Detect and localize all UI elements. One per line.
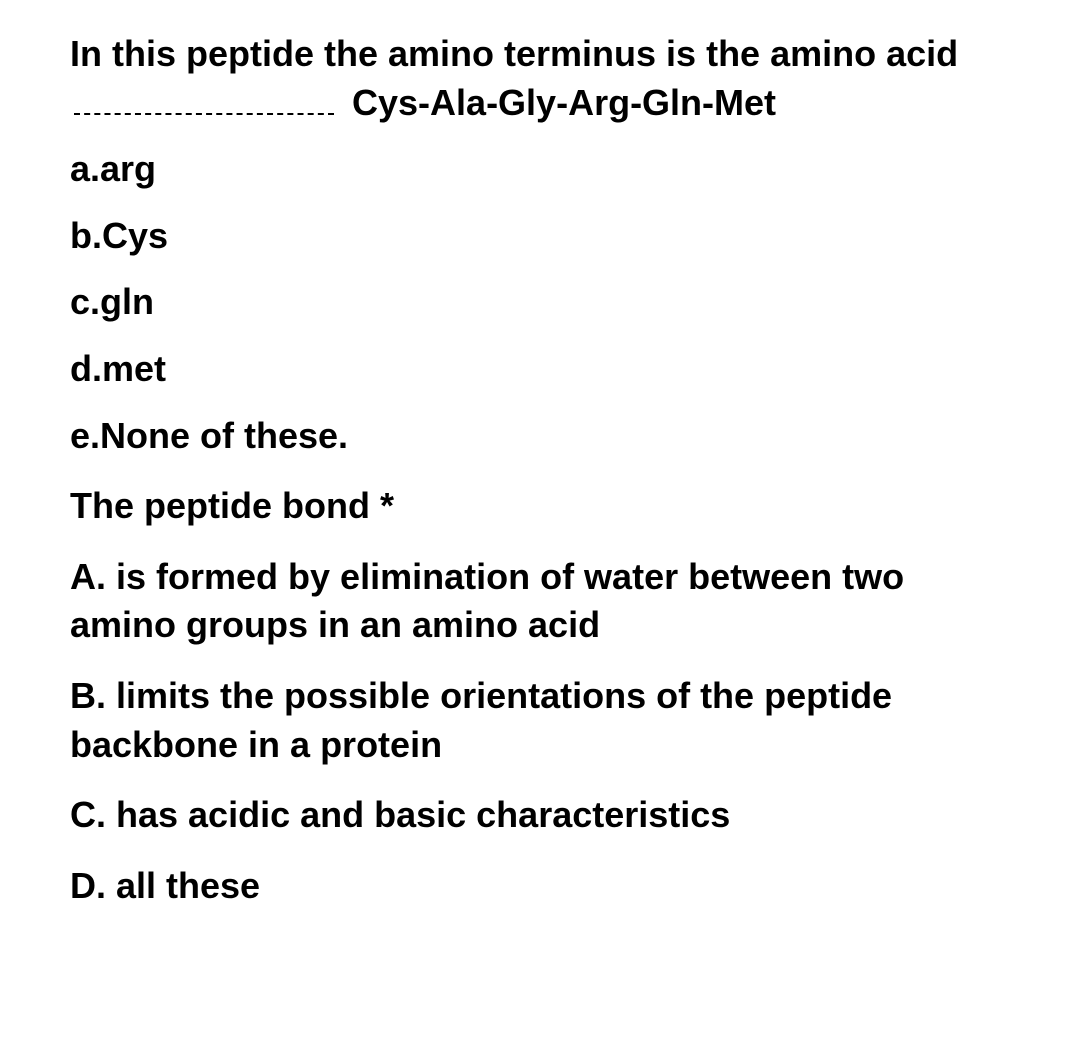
q1-option-e[interactable]: e.None of these.: [70, 412, 1010, 461]
q1-option-d[interactable]: d.met: [70, 345, 1010, 394]
q2-option-c[interactable]: C. has acidic and basic characteristics: [70, 791, 1010, 840]
q1-blank: [74, 87, 334, 114]
q2-option-d[interactable]: D. all these: [70, 862, 1010, 911]
q2-option-a[interactable]: A. is formed by elimination of water bet…: [70, 553, 1010, 650]
q1-stem: In this peptide the amino terminus is th…: [70, 30, 1010, 127]
q1-option-b[interactable]: b.Cys: [70, 212, 1010, 261]
q1-option-a[interactable]: a.arg: [70, 145, 1010, 194]
quiz-document: In this peptide the amino terminus is th…: [0, 0, 1080, 950]
q1-stem-pre: In this peptide the amino terminus is th…: [70, 33, 958, 74]
q1-stem-post: Cys-Ala-Gly-Arg-Gln-Met: [352, 82, 776, 123]
q1-option-c[interactable]: c.gln: [70, 278, 1010, 327]
q2-option-b[interactable]: B. limits the possible orientations of t…: [70, 672, 1010, 769]
q2-stem: The peptide bond *: [70, 482, 1010, 531]
